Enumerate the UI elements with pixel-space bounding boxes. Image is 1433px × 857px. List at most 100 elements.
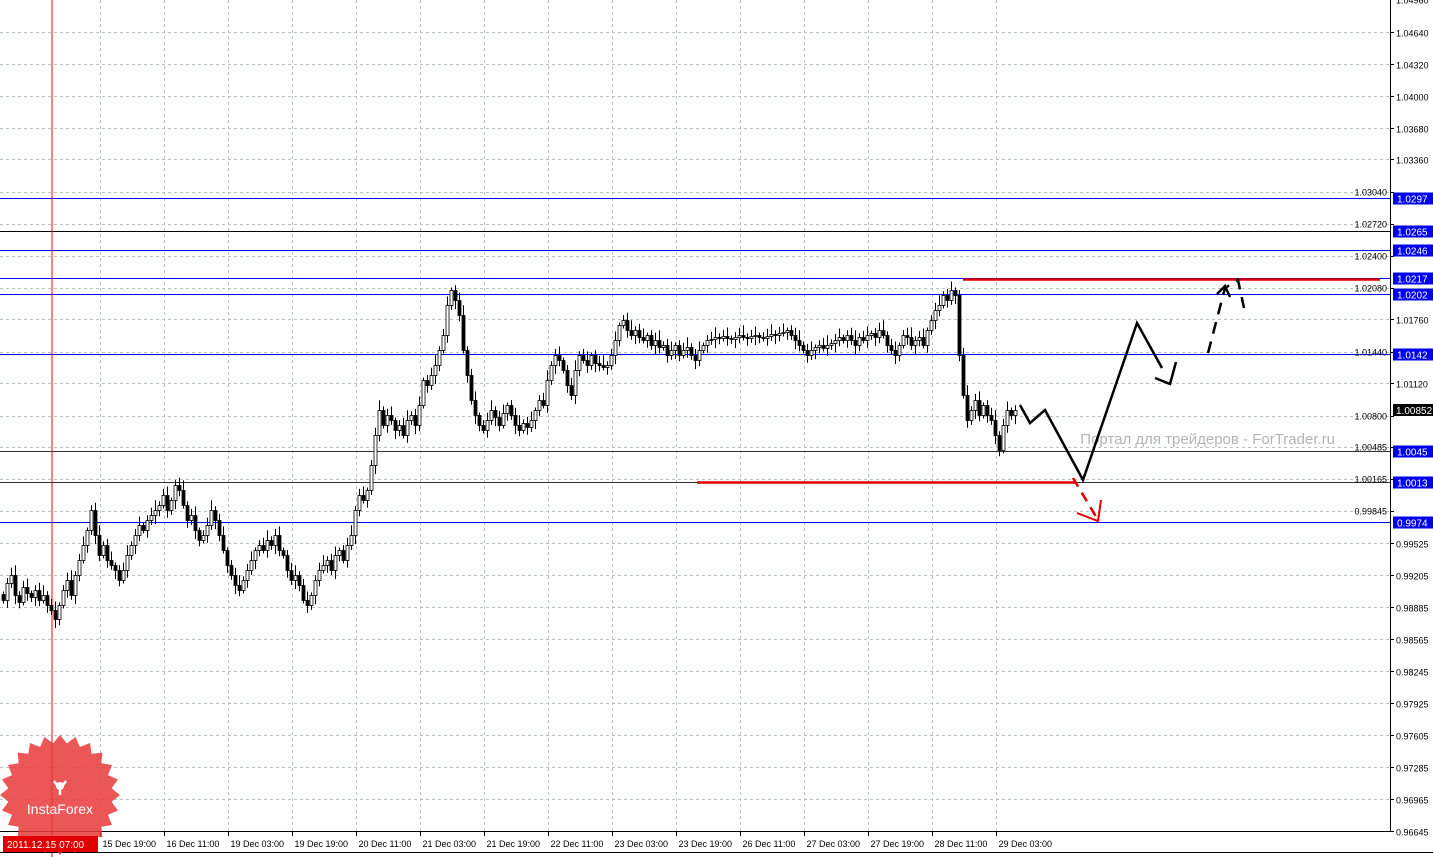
candle [617,322,622,347]
candle-body-bear [181,490,186,506]
level-label: 0.9974 [1397,519,1428,530]
level-label: 1.0045 [1397,448,1428,459]
candle [945,288,950,308]
candle [709,331,714,345]
candle [877,322,882,344]
candle [889,338,894,355]
candle [505,402,510,421]
candle [881,320,886,339]
candle-body-bull [685,347,690,351]
candle [525,416,530,435]
candle [737,327,742,344]
candle [221,526,226,554]
candle [1013,405,1018,425]
price-tick-label: 1.02720 [1354,220,1387,230]
candle-body-bull [1005,410,1010,426]
candle-body-bull [125,555,130,571]
candle [769,324,774,341]
price-axis[interactable]: 1.04960 1.04640 1.04320 1.04000 1.03680 1.033… [1354,0,1428,838]
time-tick-label: 27 Dec 03:00 [807,839,861,849]
price-tick-label: 1.02080 [1354,284,1387,294]
candle-body-bear [461,315,466,351]
candle-body-bull [929,320,934,331]
candle-body-bull [33,590,38,598]
time-tick-label: 22 Dec 11:00 [551,839,604,849]
candle-body-bull [645,335,650,341]
candle [917,330,922,347]
candle [781,323,786,337]
candle-body-bull [701,345,706,351]
price-tick-label: 1.00165 [1354,475,1387,485]
candle [389,406,394,425]
candle-body-bear [649,335,654,346]
logo-text: InstaForex [27,801,93,817]
candle [597,355,602,372]
candle-body-bull [817,345,822,348]
candle [625,312,630,338]
candle [357,488,362,517]
candle-body-bull [549,365,554,381]
candle-body-bull [969,410,974,421]
candle-body-bear [29,593,34,598]
candle-body-bear [237,585,242,591]
cursor-time-text: 2011.12.15 07:00 [7,840,85,851]
candle-body-bull [257,545,262,551]
candle-body-bear [561,360,566,371]
candle-body-bull [669,350,674,356]
candle-body-bear [597,363,602,366]
candle [609,348,614,370]
candle [241,576,246,594]
price-tick-label: 1.01760 [1396,316,1429,326]
candle-body-bull [1013,410,1018,416]
candle [729,335,734,344]
candle [777,326,782,342]
candle-body-bull [609,355,614,366]
candle-body-bull [705,340,710,346]
candle [117,565,122,587]
candle-body-bear [757,335,762,338]
candle-body-bear [717,337,722,339]
candle [293,565,298,590]
candle [773,330,778,345]
candle [365,487,370,508]
candle [761,332,766,342]
candle [33,585,38,607]
candle-body-bear [961,355,966,396]
candle [921,328,926,349]
candle-body-bear [821,345,826,349]
candle [141,522,146,534]
candle [465,346,470,383]
candle [173,480,178,510]
candle-body-bear [773,334,778,336]
time-tick-label: 21 Dec 19:00 [487,839,541,849]
candle-body-bear [741,335,746,338]
candle-body-bear [853,340,858,346]
candle-body-bear [341,550,346,561]
price-tick-label: 1.00800 [1354,412,1387,422]
level-label: 1.0297 [1397,195,1428,206]
watermark: Портал для трейдеров - ForTrader.ru [1080,431,1335,448]
candle-body-bear [977,400,982,416]
candle-body-bear [985,405,990,416]
candle-body-bull [133,535,138,546]
candle [905,327,910,345]
candle [957,290,962,362]
candle [817,340,822,354]
candle [277,526,282,557]
candle-body-bull [333,555,338,571]
price-tick-label: 1.01120 [1396,380,1428,390]
candle [989,407,994,425]
time-axis[interactable]: 15 Dec 19:00 16 Dec 11:00 19 Dec 03:00 19 D… [100,831,1053,849]
candle [549,361,554,385]
candle-body-bull [937,305,942,311]
candle-body-bull [769,334,774,337]
candle [301,578,306,604]
candle [533,407,538,430]
candle [469,368,474,405]
candle-body-bear [1,594,6,601]
candle-body-bear [117,570,122,581]
candle [45,591,50,613]
candle [753,326,758,346]
candle [153,500,158,525]
